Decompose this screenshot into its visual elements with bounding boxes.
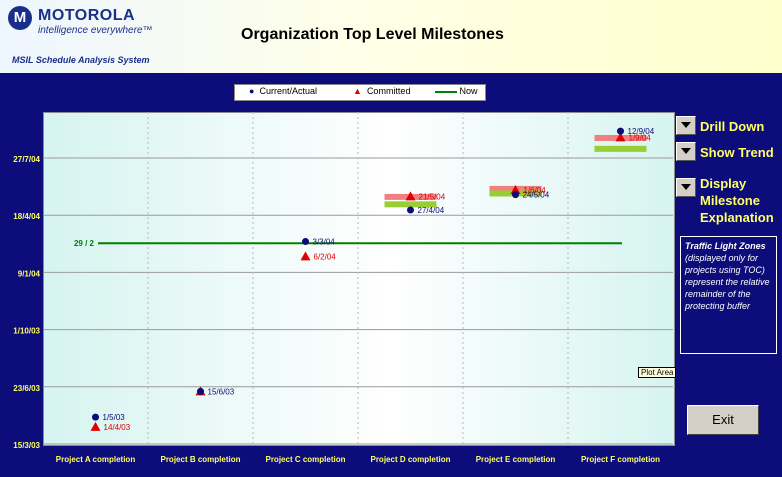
y-tick-label: 9/1/04 (18, 269, 41, 278)
plot-area-tooltip: Plot Area (638, 367, 677, 378)
traffic-light-explanation: Traffic Light Zones (displayed only for … (680, 236, 777, 354)
y-tick-label: 23/6/03 (13, 384, 40, 393)
page-title: Organization Top Level Milestones (241, 26, 504, 43)
current-label: 3/3/04 (313, 238, 336, 247)
traffic-light-body: (displayed only for projects using TOC) … (685, 253, 770, 311)
x-category-label: Project F completion (581, 455, 660, 464)
system-name: MSIL Schedule Analysis System (12, 55, 150, 65)
circle-marker-icon: ● (249, 86, 255, 96)
committed-marker (90, 421, 101, 431)
current-marker (512, 191, 519, 199)
committed-marker (405, 191, 416, 201)
committed-marker (615, 132, 626, 142)
drill-down-dropdown-button[interactable] (676, 116, 696, 135)
current-marker (92, 413, 99, 421)
brand-tagline: intelligence everywhere™ (38, 25, 153, 36)
line-marker-icon (435, 90, 457, 93)
now-label: 29 / 2 (74, 239, 95, 248)
traffic-light-heading: Traffic Light Zones (685, 241, 766, 251)
y-tick-label: 18/4/04 (13, 212, 40, 221)
show-trend-label[interactable]: Show Trend (700, 145, 774, 160)
header: M MOTOROLA intelligence everywhere™ Orga… (0, 0, 782, 75)
brand-name: MOTOROLA (38, 7, 136, 24)
current-label: 15/6/03 (208, 387, 235, 396)
committed-label: 6/2/04 (314, 252, 337, 261)
display-milestone-label[interactable]: Display Milestone Explanation (700, 176, 774, 225)
current-label: 24/5/04 (523, 191, 550, 200)
show-trend-dropdown-button[interactable] (676, 142, 696, 161)
x-category-label: Project E completion (476, 455, 556, 464)
current-label: 12/9/04 (628, 127, 655, 136)
triangle-marker-icon: ▲ (353, 86, 362, 96)
legend-current-label: Current/Actual (259, 86, 317, 96)
exit-button[interactable]: Exit (687, 405, 759, 435)
chevron-down-icon (681, 184, 691, 190)
legend-current: ● Current/Actual (249, 86, 317, 96)
legend-committed: ▲ Committed (353, 86, 410, 96)
committed-label: 1/6/04 (524, 186, 547, 195)
current-marker (407, 206, 414, 214)
x-category-label: Project A completion (56, 455, 136, 464)
current-label: 1/5/03 (103, 413, 126, 422)
y-tick-label: 27/7/04 (13, 155, 40, 164)
buffer-zone-green (594, 145, 647, 152)
y-tick-label: 1/10/03 (13, 327, 40, 336)
buffer-zone-green (384, 201, 437, 208)
legend-now-label: Now (459, 86, 478, 96)
legend-committed-label: Committed (366, 86, 411, 96)
drill-down-label[interactable]: Drill Down (700, 119, 765, 134)
x-category-label: Project D completion (370, 455, 450, 464)
y-tick-label: 15/3/03 (13, 441, 40, 450)
committed-label: 21/5/04 (419, 192, 446, 201)
motorola-batwing-icon: M (8, 6, 32, 30)
legend-now: Now (435, 86, 478, 96)
committed-label: 14/4/03 (104, 423, 131, 432)
current-marker (302, 238, 309, 246)
current-marker (617, 127, 624, 135)
current-label: 27/4/04 (418, 206, 445, 215)
x-category-label: Project C completion (265, 455, 345, 464)
committed-marker (300, 251, 311, 261)
chevron-down-icon (681, 148, 691, 154)
current-marker (197, 387, 204, 395)
chevron-down-icon (681, 122, 691, 128)
committed-marker (510, 185, 521, 195)
committed-label: 1/9/04 (629, 133, 652, 142)
chart-legend: ● Current/Actual ▲ Committed Now (234, 84, 486, 101)
x-category-label: Project B completion (160, 455, 240, 464)
display-milestone-dropdown-button[interactable] (676, 178, 696, 197)
